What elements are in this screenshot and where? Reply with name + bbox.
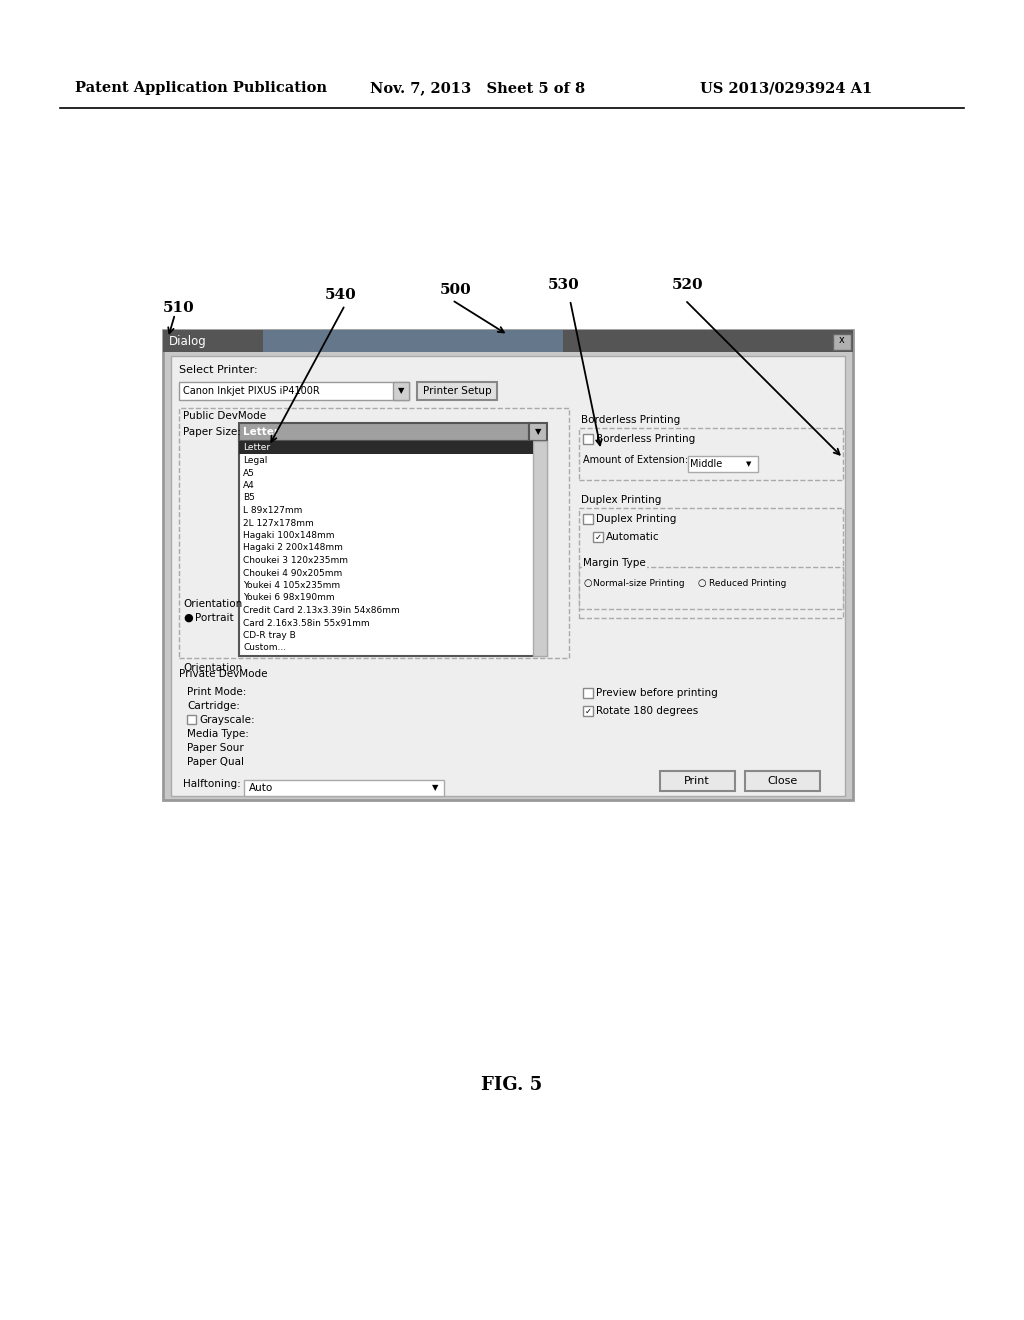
Text: Hagaki 2 200x148mm: Hagaki 2 200x148mm [243, 544, 343, 553]
Text: Youkei 4 105x235mm: Youkei 4 105x235mm [243, 581, 340, 590]
Text: Letter: Letter [243, 426, 279, 437]
Bar [244, 780, 444, 796]
Text: Public DevMode: Public DevMode [183, 411, 266, 421]
Text: Custom...: Custom... [243, 644, 286, 652]
Text: ▼: ▼ [535, 428, 542, 437]
Bar [579, 508, 843, 618]
Text: 500: 500 [440, 282, 472, 297]
Text: ○: ○ [698, 578, 707, 587]
Text: Grayscale:: Grayscale: [199, 715, 255, 725]
Text: Private DevMode: Private DevMode [179, 669, 267, 678]
Text: L 89x127mm: L 89x127mm [243, 506, 302, 515]
Text: Rotate 180 degrees: Rotate 180 degrees [596, 706, 698, 715]
Bar [583, 688, 593, 698]
Text: Legal: Legal [243, 455, 267, 465]
Bar [393, 381, 409, 400]
Bar [263, 330, 563, 352]
Text: x: x [839, 335, 845, 345]
Bar [529, 422, 547, 441]
Text: ▼: ▼ [746, 461, 752, 467]
Text: ○: ○ [583, 578, 592, 587]
Text: 520: 520 [672, 279, 703, 292]
Text: 540: 540 [325, 288, 356, 302]
Text: 510: 510 [163, 301, 195, 315]
Bar [660, 771, 735, 791]
Text: Hagaki 100x148mm: Hagaki 100x148mm [243, 531, 335, 540]
Bar [833, 334, 851, 350]
Text: ✓: ✓ [585, 706, 592, 715]
Text: Nov. 7, 2013   Sheet 5 of 8: Nov. 7, 2013 Sheet 5 of 8 [370, 81, 585, 95]
Text: Card 2.16x3.58in 55x91mm: Card 2.16x3.58in 55x91mm [243, 619, 370, 627]
Text: A4: A4 [243, 480, 255, 490]
Text: Cartridge:: Cartridge: [187, 701, 240, 711]
Bar [239, 422, 529, 441]
Text: Paper Size:: Paper Size: [183, 426, 241, 437]
Bar [583, 706, 593, 715]
Bar [171, 356, 845, 796]
Text: Paper Qual: Paper Qual [187, 756, 244, 767]
Text: Credit Card 2.13x3.39in 54x86mm: Credit Card 2.13x3.39in 54x86mm [243, 606, 399, 615]
Text: Automatic: Automatic [606, 532, 659, 543]
Text: Auto: Auto [249, 783, 273, 793]
Text: Borderless Printing: Borderless Printing [581, 414, 680, 425]
Text: Preview before printing: Preview before printing [596, 688, 718, 698]
Bar [534, 441, 547, 656]
Text: A5: A5 [243, 469, 255, 478]
Text: Media Type:: Media Type: [187, 729, 249, 739]
Text: Dialog: Dialog [169, 334, 207, 347]
Text: Normal-size Printing: Normal-size Printing [593, 578, 685, 587]
Text: Print Mode:: Print Mode: [187, 686, 247, 697]
Text: ▼: ▼ [397, 387, 404, 396]
Text: Borderless Printing: Borderless Printing [596, 434, 695, 444]
Text: Letter: Letter [243, 444, 270, 453]
Text: ▼: ▼ [432, 784, 438, 792]
Text: Orientation: Orientation [183, 599, 243, 609]
Text: Amount of Extension:: Amount of Extension: [583, 455, 688, 465]
Bar [179, 408, 569, 657]
Text: Orientation: Orientation [183, 663, 243, 673]
Text: ●: ● [183, 612, 193, 623]
Bar [579, 428, 843, 480]
Text: B5: B5 [243, 494, 255, 503]
Text: Canon Inkjet PIXUS iP4100R: Canon Inkjet PIXUS iP4100R [183, 385, 319, 396]
Text: 530: 530 [548, 279, 580, 292]
Bar [163, 330, 853, 800]
Bar [583, 513, 593, 524]
Text: Margin Type: Margin Type [583, 558, 646, 568]
Bar [745, 771, 820, 791]
Text: Printer Setup: Printer Setup [423, 385, 492, 396]
Text: Paper Sour: Paper Sour [187, 743, 244, 752]
Text: Duplex Printing: Duplex Printing [596, 513, 677, 524]
Bar [179, 381, 409, 400]
Text: 2L 127x178mm: 2L 127x178mm [243, 519, 313, 528]
Bar [579, 568, 843, 609]
Text: Close: Close [767, 776, 797, 785]
Text: US 2013/0293924 A1: US 2013/0293924 A1 [700, 81, 872, 95]
Text: Choukei 4 90x205mm: Choukei 4 90x205mm [243, 569, 342, 578]
Text: Youkei 6 98x190mm: Youkei 6 98x190mm [243, 594, 335, 602]
Text: Portrait: Portrait [195, 612, 233, 623]
Text: Halftoning:: Halftoning: [183, 779, 241, 789]
Text: CD-R tray B: CD-R tray B [243, 631, 296, 640]
Text: Duplex Printing: Duplex Printing [581, 495, 662, 506]
Text: ✓: ✓ [595, 532, 601, 541]
Bar [239, 441, 534, 454]
Text: FIG. 5: FIG. 5 [481, 1076, 543, 1094]
Text: Select Printer:: Select Printer: [179, 366, 258, 375]
Bar [688, 455, 758, 473]
Bar [239, 441, 547, 656]
Text: Middle: Middle [690, 459, 722, 469]
Bar [593, 532, 603, 543]
Bar [583, 434, 593, 444]
Bar [417, 381, 497, 400]
Text: Choukei 3 120x235mm: Choukei 3 120x235mm [243, 556, 348, 565]
Bar [187, 715, 196, 723]
Text: Patent Application Publication: Patent Application Publication [75, 81, 327, 95]
Text: Reduced Printing: Reduced Printing [709, 578, 786, 587]
Bar [163, 330, 853, 352]
Text: Print: Print [684, 776, 710, 785]
